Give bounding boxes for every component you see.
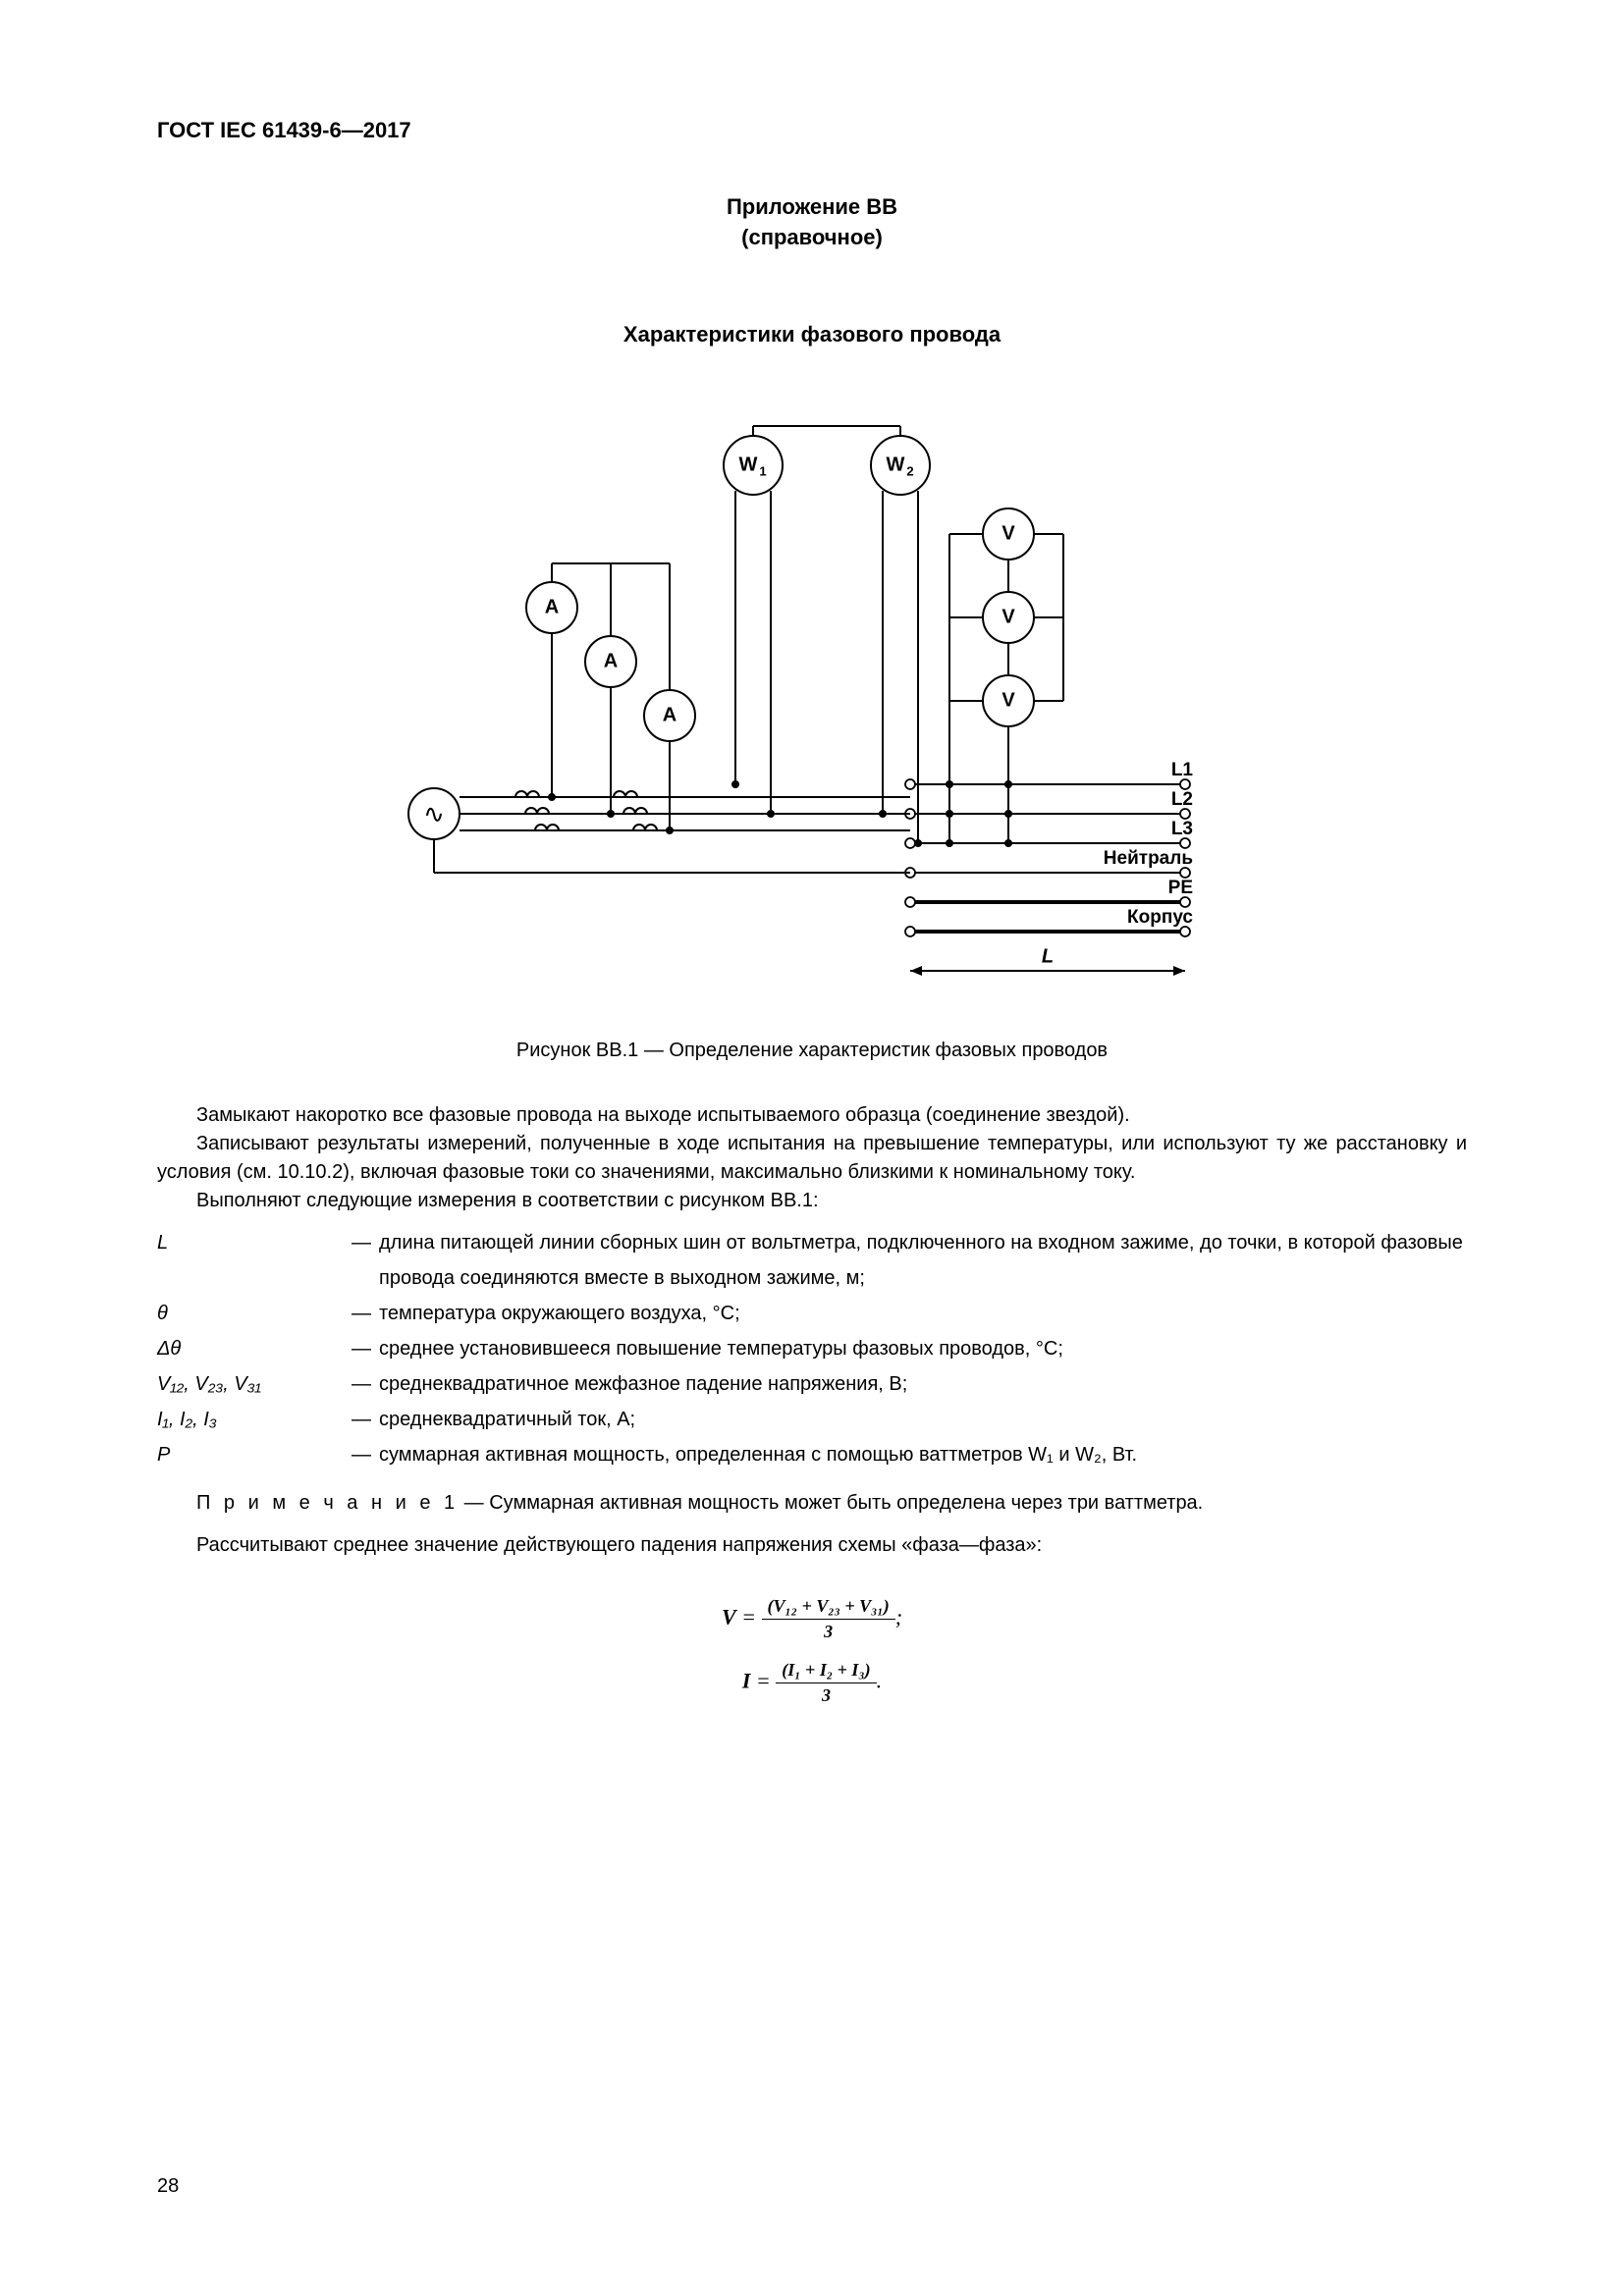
svg-text:1: 1 [759,463,766,478]
formula-v: V = (V₁₂ + V₂₃ + V₃₁) 3 ; [157,1596,1467,1642]
svg-text:L1: L1 [1171,760,1194,780]
def-dash: — [352,1225,379,1296]
def-symbol: L [157,1225,352,1296]
note-text: — Суммарная активная мощность может быть… [459,1492,1203,1514]
svg-text:V: V [1001,522,1015,544]
formula-v-tail: ; [895,1604,902,1629]
svg-text:W: W [887,454,905,475]
def-dash: — [352,1437,379,1472]
svg-text:A: A [604,650,618,671]
def-symbol: V₁₂, V₂₃, V₃₁ [157,1366,352,1402]
svg-text:L2: L2 [1171,789,1193,810]
definition-row: Δθ—среднее установившееся повышение темп… [157,1331,1467,1366]
svg-text:Корпус: Корпус [1127,907,1193,928]
definition-row: θ—температура окружающего воздуха, °С; [157,1296,1467,1331]
svg-text:Нейтраль: Нейтраль [1104,848,1193,869]
svg-text:W: W [739,454,758,475]
body-text: Замыкают накоротко все фазовые провода н… [157,1101,1467,1215]
def-text: среднеквадратичное межфазное падение нап… [379,1366,1467,1402]
def-text: среднеквадратичный ток, А; [379,1402,1467,1437]
def-symbol: P [157,1437,352,1472]
page: ГОСТ IEC 61439-6—2017 Приложение ВВ (спр… [0,0,1624,2296]
para-3: Выполняют следующие измерения в соответс… [157,1187,1467,1215]
formula-i-tail: . [877,1668,883,1692]
svg-text:2: 2 [906,463,913,478]
definition-row: I₁, I₂, I₃—среднеквадратичный ток, А; [157,1402,1467,1437]
def-symbol: I₁, I₂, I₃ [157,1402,352,1437]
svg-text:V: V [1001,689,1015,711]
note-label: П р и м е ч а н и е 1 [196,1492,459,1514]
def-dash: — [352,1296,379,1331]
annex-line-1: Приложение ВВ [727,194,897,219]
svg-text:L: L [1042,945,1054,967]
svg-text:L3: L3 [1171,819,1193,839]
formula-i-den: 3 [776,1683,876,1706]
para-2: Записывают результаты измерений, получен… [157,1130,1467,1187]
formula-v-num: (V₁₂ + V₂₃ + V₃₁) [762,1596,895,1620]
def-text: длина питающей линии сборных шин от воль… [379,1225,1467,1296]
page-number: 28 [157,2175,179,2198]
svg-text:∿: ∿ [423,798,445,828]
definition-row: L—длина питающей линии сборных шин от во… [157,1225,1467,1296]
def-dash: — [352,1331,379,1366]
formula-i: I = (I₁ + I₂ + I₃) 3 . [157,1660,1467,1706]
note-1: П р и м е ч а н и е 1 — Суммарная активн… [157,1492,1467,1515]
def-symbol: θ [157,1296,352,1331]
def-dash: — [352,1402,379,1437]
definitions-list: L—длина питающей линии сборных шин от во… [157,1225,1467,1472]
def-symbol: Δθ [157,1331,352,1366]
formula-v-lhs: V [722,1604,736,1629]
def-text: температура окружающего воздуха, °С; [379,1296,1467,1331]
definition-row: V₁₂, V₂₃, V₃₁—среднеквадратичное межфазн… [157,1366,1467,1402]
svg-text:PE: PE [1168,878,1193,898]
calc-intro: Рассчитывают среднее значение действующе… [157,1534,1467,1557]
formulas: V = (V₁₂ + V₂₃ + V₃₁) 3 ; I = (I₁ + I₂ +… [157,1596,1467,1706]
para-1: Замыкают накоротко все фазовые провода н… [157,1101,1467,1130]
svg-text:A: A [545,596,559,617]
definition-row: P—суммарная активная мощность, определен… [157,1437,1467,1472]
formula-v-den: 3 [762,1620,895,1642]
circuit-diagram: L1L2L3НейтральPEКорпусLW1W2VVVAAA∿ [157,406,1467,1000]
svg-text:A: A [663,704,677,725]
def-text: суммарная активная мощность, определенна… [379,1437,1467,1472]
svg-text:V: V [1001,606,1015,627]
formula-i-num: (I₁ + I₂ + I₃) [776,1660,876,1683]
doc-header: ГОСТ IEC 61439-6—2017 [157,118,1467,143]
section-title: Характеристики фазового провода [157,322,1467,347]
annex-title: Приложение ВВ (справочное) [157,192,1467,253]
def-text: среднее установившееся повышение темпера… [379,1331,1467,1366]
def-dash: — [352,1366,379,1402]
schematic-svg: L1L2L3НейтральPEКорпусLW1W2VVVAAA∿ [380,406,1244,995]
formula-i-lhs: I [742,1668,751,1692]
annex-line-2: (справочное) [741,225,883,249]
figure-caption: Рисунок ВВ.1 — Определение характеристик… [157,1040,1467,1062]
